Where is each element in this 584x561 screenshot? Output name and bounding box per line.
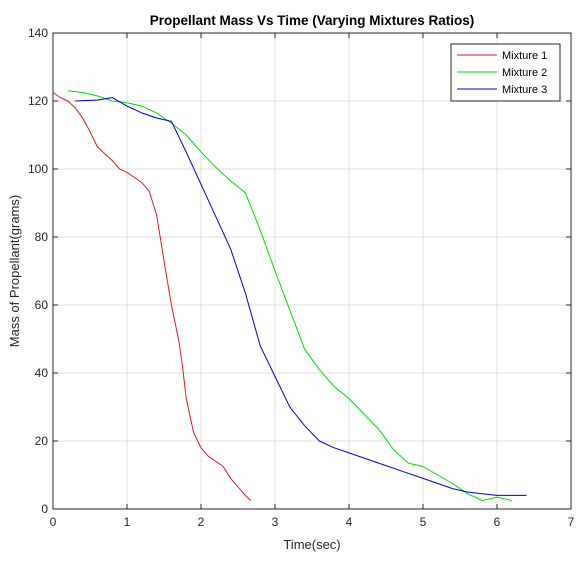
legend-label-mixture-1: Mixture 1	[502, 50, 547, 62]
x-tick-label: 5	[420, 515, 427, 529]
x-axis-label: Time(sec)	[283, 537, 340, 552]
x-tick-label: 0	[50, 515, 57, 529]
y-axis-label: Mass of Propellant(grams)	[7, 195, 22, 347]
y-tick-label: 0	[41, 502, 48, 516]
legend: Mixture 1 Mixture 2 Mixture 3	[450, 43, 561, 102]
y-tick-label: 40	[35, 366, 49, 380]
plot-area: 0 1 2 3 4 5 6 7 0 20 40 60 80 100 120 140	[28, 26, 575, 529]
x-tick-label: 3	[272, 515, 279, 529]
x-tick-label: 7	[568, 515, 575, 529]
x-tick-label: 4	[346, 515, 353, 529]
axes-box	[52, 32, 572, 510]
y-tick-label: 120	[28, 94, 48, 108]
chart-title: Propellant Mass Vs Time (Varying Mixture…	[150, 13, 475, 28]
legend-label-mixture-2: Mixture 2	[502, 67, 547, 79]
x-tick-label: 2	[198, 515, 205, 529]
series-line-mixture-2	[67, 90, 512, 501]
series-line-mixture-1	[52, 92, 251, 501]
legend-label-mixture-3: Mixture 3	[502, 84, 547, 96]
plot-background	[53, 33, 571, 509]
x-tick-label: 6	[494, 515, 501, 529]
y-tick-label: 20	[35, 434, 49, 448]
y-tick-label: 100	[28, 162, 48, 176]
series-line-mixture-3	[75, 97, 527, 496]
x-tick-label: 1	[124, 515, 131, 529]
y-tick-label: 60	[35, 298, 49, 312]
y-tick-label: 140	[28, 26, 48, 40]
y-tick-label: 80	[35, 230, 49, 244]
